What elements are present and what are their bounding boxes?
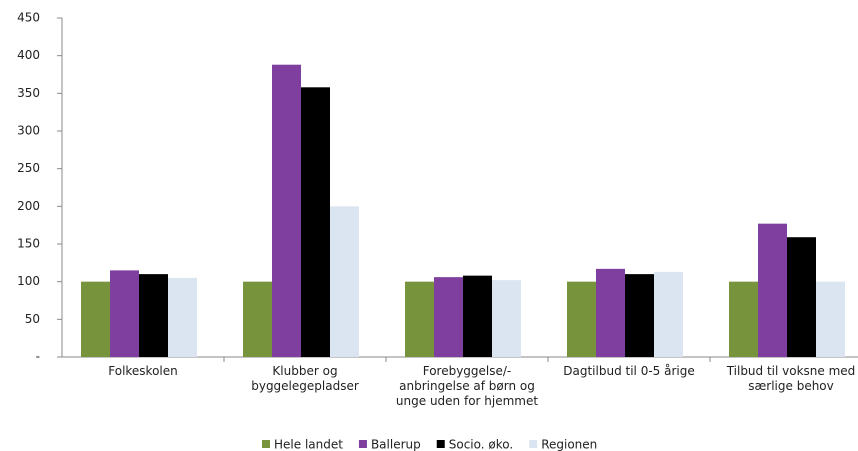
legend-swatch	[529, 440, 538, 448]
y-tick-label: 400	[17, 48, 40, 62]
bar	[272, 64, 301, 357]
y-tick-label: 250	[17, 161, 40, 175]
bar	[729, 281, 758, 357]
x-tick-label: Dagtilbud til 0-5 årige	[563, 364, 695, 378]
legend-swatch	[358, 440, 367, 448]
x-tick-label: Klubber og byggelegepladser	[251, 364, 359, 393]
x-tick-label: Tilbud til voksne med særlige behov	[726, 364, 856, 393]
y-tick-label: 200	[17, 199, 40, 213]
bar	[301, 87, 330, 357]
bar	[654, 271, 683, 357]
y-tick-label: 350	[17, 86, 40, 100]
y-tick-label: 150	[17, 237, 40, 251]
bar	[139, 274, 168, 357]
x-tick-label: Folkeskolen	[108, 364, 178, 378]
bar	[81, 281, 110, 357]
bar	[816, 281, 845, 357]
legend-label: Socio. øko.	[449, 438, 513, 451]
bar	[596, 268, 625, 357]
legend-label: Hele landet	[274, 438, 343, 451]
legend-label: Ballerup	[371, 438, 421, 451]
bar	[405, 281, 434, 357]
legend-swatch	[436, 440, 445, 448]
legend-swatch	[262, 440, 270, 448]
bar	[110, 270, 139, 357]
bar	[787, 237, 816, 357]
y-tick-label: 50	[25, 312, 40, 326]
x-tick-label: Forebyggelse/-anbringelse af børn og ung…	[395, 364, 539, 408]
bar	[625, 274, 654, 357]
bar	[168, 277, 197, 357]
bar	[463, 275, 492, 357]
bar	[330, 206, 359, 357]
y-tick-label: -	[36, 350, 40, 364]
bar	[243, 281, 272, 357]
y-tick-label: 300	[17, 124, 40, 138]
legend-label: Regionen	[541, 438, 597, 451]
bar	[492, 280, 521, 357]
bar	[434, 277, 463, 357]
bar	[567, 281, 596, 357]
bar	[758, 223, 787, 357]
y-tick-label: 100	[17, 274, 40, 288]
y-tick-label: 450	[17, 11, 40, 25]
